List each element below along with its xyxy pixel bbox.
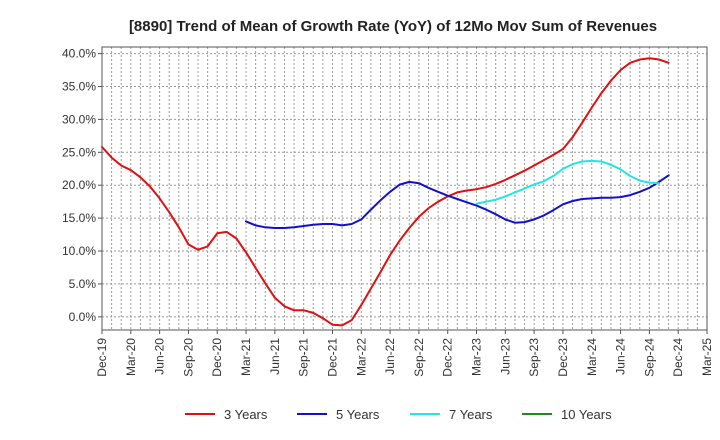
y-tick-label: 5.0% [69,277,97,291]
x-tick-label: Mar-23 [470,338,484,376]
series-line-3-years [101,57,670,327]
x-tick-label: Jun-20 [153,338,167,375]
x-tick-label: Mar-22 [354,338,368,376]
x-tick-label: Jun-22 [383,338,397,375]
x-tick-label: Dec-23 [556,338,570,377]
series-lines [101,57,670,327]
x-tick-label: Dec-22 [441,338,455,377]
legend-label-10-years: 10 Years [561,407,612,422]
series-line-7-years [475,159,660,205]
x-tick-label: Mar-25 [700,338,714,376]
legend-label-3-years: 3 Years [224,407,268,422]
x-tick-label: Mar-20 [124,338,138,376]
y-tick-label: 35.0% [62,79,96,93]
x-tick-label: Jun-21 [268,338,282,375]
legend-label-5-years: 5 Years [336,407,380,422]
x-tick-label: Mar-24 [585,338,599,376]
x-tick-label: Sep-20 [181,338,195,377]
y-tick-label: 40.0% [62,47,96,61]
plot-frame [101,46,708,331]
series-line-5-years [245,174,670,229]
x-axis-ticks: Dec-19 Mar-20 Jun-20 Sep-20 Dec-20 Mar-21 Jun-… [95,330,714,377]
legend: 3 Years 5 Years 7 Years 10 Years [185,407,612,422]
legend-item-5-years[interactable]: 5 Years [297,407,380,422]
legend-item-3-years[interactable]: 3 Years [185,407,268,422]
y-tick-label: 30.0% [62,112,96,126]
x-tick-label: Sep-24 [642,338,656,377]
x-tick-label: Sep-21 [297,338,311,377]
x-tick-label: Dec-24 [671,338,685,377]
y-tick-label: 15.0% [62,211,96,225]
chart-title: [8890] Trend of Mean of Growth Rate (YoY… [129,18,657,35]
x-tick-label: Dec-20 [210,338,224,377]
x-tick-label: Mar-21 [239,338,253,376]
legend-label-7-years: 7 Years [449,407,493,422]
y-tick-label: 0.0% [69,310,97,324]
x-tick-label: Sep-23 [527,338,541,377]
y-tick-label: 20.0% [62,178,96,192]
x-tick-label: Jun-24 [614,338,628,375]
x-tick-label: Jun-23 [498,338,512,375]
y-tick-label: 10.0% [62,244,96,258]
x-tick-label: Dec-19 [95,338,109,377]
x-tick-label: Dec-21 [325,338,339,377]
legend-item-10-years[interactable]: 10 Years [522,407,612,422]
legend-item-7-years[interactable]: 7 Years [410,407,493,422]
grid-lines [102,47,707,330]
y-axis-ticks: 0.0% 5.0% 10.0% 15.0% 20.0% 25.0% 30.0% 35.0% 40… [62,47,102,324]
x-tick-label: Sep-22 [412,338,426,377]
y-tick-label: 25.0% [62,145,96,159]
